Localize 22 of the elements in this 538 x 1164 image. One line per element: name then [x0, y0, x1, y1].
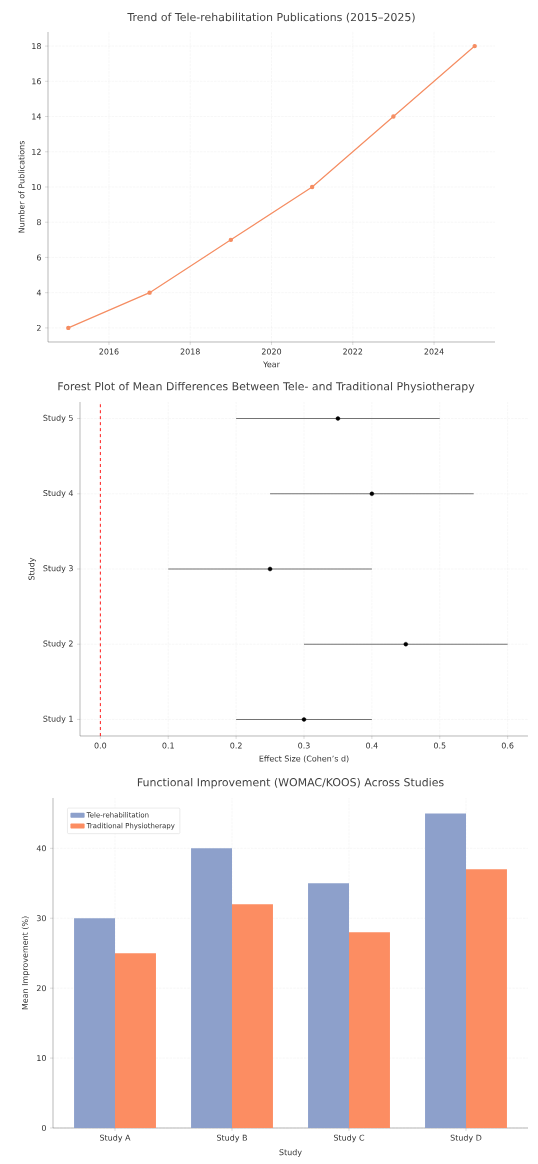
bar — [232, 904, 273, 1128]
point — [472, 43, 477, 49]
point — [309, 184, 315, 190]
bar — [115, 953, 156, 1128]
bar — [349, 932, 390, 1128]
point — [403, 642, 409, 647]
point — [267, 566, 273, 572]
point — [147, 290, 152, 295]
point — [369, 491, 375, 496]
chart-title: Trend of Tele-rehabilitation Publications (2015–2025) — [127, 12, 415, 23]
bar — [308, 883, 349, 1128]
chart-title: Functional Improvement (WOMAC/KOOS) Across Studies — [137, 777, 444, 789]
point — [301, 717, 307, 722]
point — [391, 114, 396, 119]
bar — [466, 869, 507, 1128]
bar — [425, 813, 466, 1128]
point — [66, 325, 71, 331]
chart-title: Forest Plot of Mean Differences Between Tele- and Traditional Physiotherapy — [58, 381, 475, 393]
point — [335, 416, 341, 421]
bar — [74, 918, 116, 1128]
bar — [191, 848, 232, 1128]
point — [228, 237, 234, 243]
